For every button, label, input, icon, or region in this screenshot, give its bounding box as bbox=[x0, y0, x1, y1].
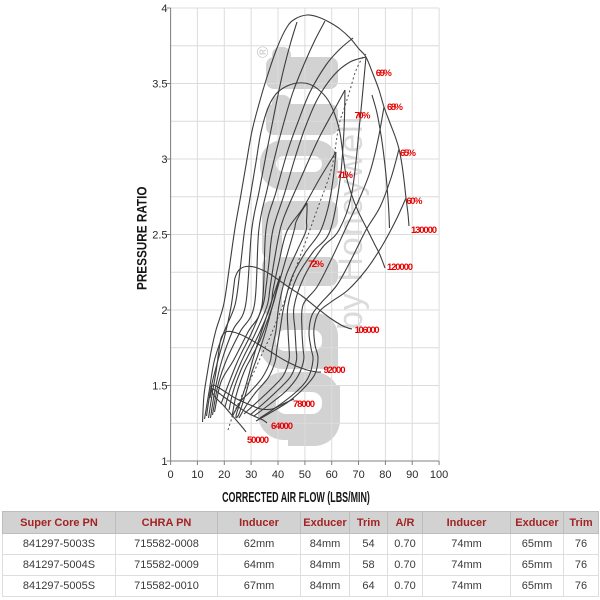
svg-text:3.5: 3.5 bbox=[152, 79, 167, 91]
svg-text:69%: 69% bbox=[376, 68, 393, 79]
svg-text:64000: 64000 bbox=[271, 421, 293, 432]
svg-text:3: 3 bbox=[161, 154, 167, 166]
svg-text:70: 70 bbox=[352, 469, 364, 481]
svg-text:®: ® bbox=[255, 46, 272, 58]
svg-text:120000: 120000 bbox=[387, 262, 413, 273]
svg-text:2: 2 bbox=[161, 305, 167, 317]
svg-text:72%: 72% bbox=[308, 259, 325, 270]
svg-text:20: 20 bbox=[218, 469, 230, 481]
svg-text:50000: 50000 bbox=[247, 435, 269, 446]
svg-text:2.5: 2.5 bbox=[152, 230, 167, 242]
svg-text:80: 80 bbox=[379, 469, 391, 481]
svg-text:90: 90 bbox=[406, 469, 418, 481]
svg-text:100: 100 bbox=[430, 469, 448, 481]
svg-text:92000: 92000 bbox=[324, 365, 346, 376]
svg-text:68%: 68% bbox=[387, 102, 404, 113]
svg-text:130000: 130000 bbox=[411, 225, 437, 236]
svg-text:50: 50 bbox=[299, 469, 311, 481]
svg-text:65%: 65% bbox=[400, 148, 417, 159]
svg-text:0: 0 bbox=[168, 469, 174, 481]
svg-text:60%: 60% bbox=[406, 196, 423, 207]
svg-text:40: 40 bbox=[272, 469, 284, 481]
svg-text:106000: 106000 bbox=[355, 325, 380, 336]
svg-text:PRESSURE RATIO: PRESSURE RATIO bbox=[134, 187, 150, 290]
svg-text:10: 10 bbox=[191, 469, 203, 481]
svg-text:4: 4 bbox=[161, 3, 167, 15]
svg-text:1.5: 1.5 bbox=[152, 381, 167, 393]
svg-text:60: 60 bbox=[326, 469, 338, 481]
svg-text:78000: 78000 bbox=[293, 399, 315, 410]
svg-text:30: 30 bbox=[245, 469, 257, 481]
svg-text:71%: 71% bbox=[337, 170, 354, 181]
svg-text:1: 1 bbox=[161, 456, 167, 468]
svg-text:70%: 70% bbox=[355, 111, 372, 122]
